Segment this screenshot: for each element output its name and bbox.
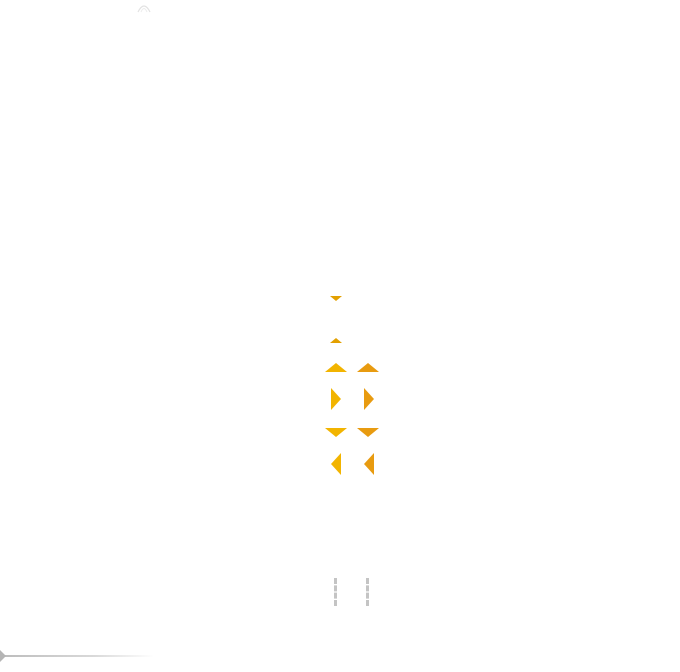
drag-handle-icon[interactable] xyxy=(334,578,337,606)
loading-arc-icon xyxy=(136,3,152,13)
arrow-up-button-alt[interactable] xyxy=(357,363,379,372)
arrow-right-button[interactable] xyxy=(331,388,341,410)
caret-down-icon[interactable] xyxy=(330,296,342,301)
drag-handle-icon-alt[interactable] xyxy=(366,578,369,606)
caret-up-icon[interactable] xyxy=(330,338,342,343)
arrow-right-button-alt[interactable] xyxy=(364,388,374,410)
arrow-left-button-alt[interactable] xyxy=(364,453,374,475)
play-marker-icon[interactable] xyxy=(0,650,6,662)
arrow-up-button[interactable] xyxy=(325,363,347,372)
arrow-left-button[interactable] xyxy=(331,453,341,475)
arrow-down-button-alt[interactable] xyxy=(357,428,379,437)
timeline-track[interactable] xyxy=(4,655,154,657)
arrow-down-button[interactable] xyxy=(325,428,347,437)
